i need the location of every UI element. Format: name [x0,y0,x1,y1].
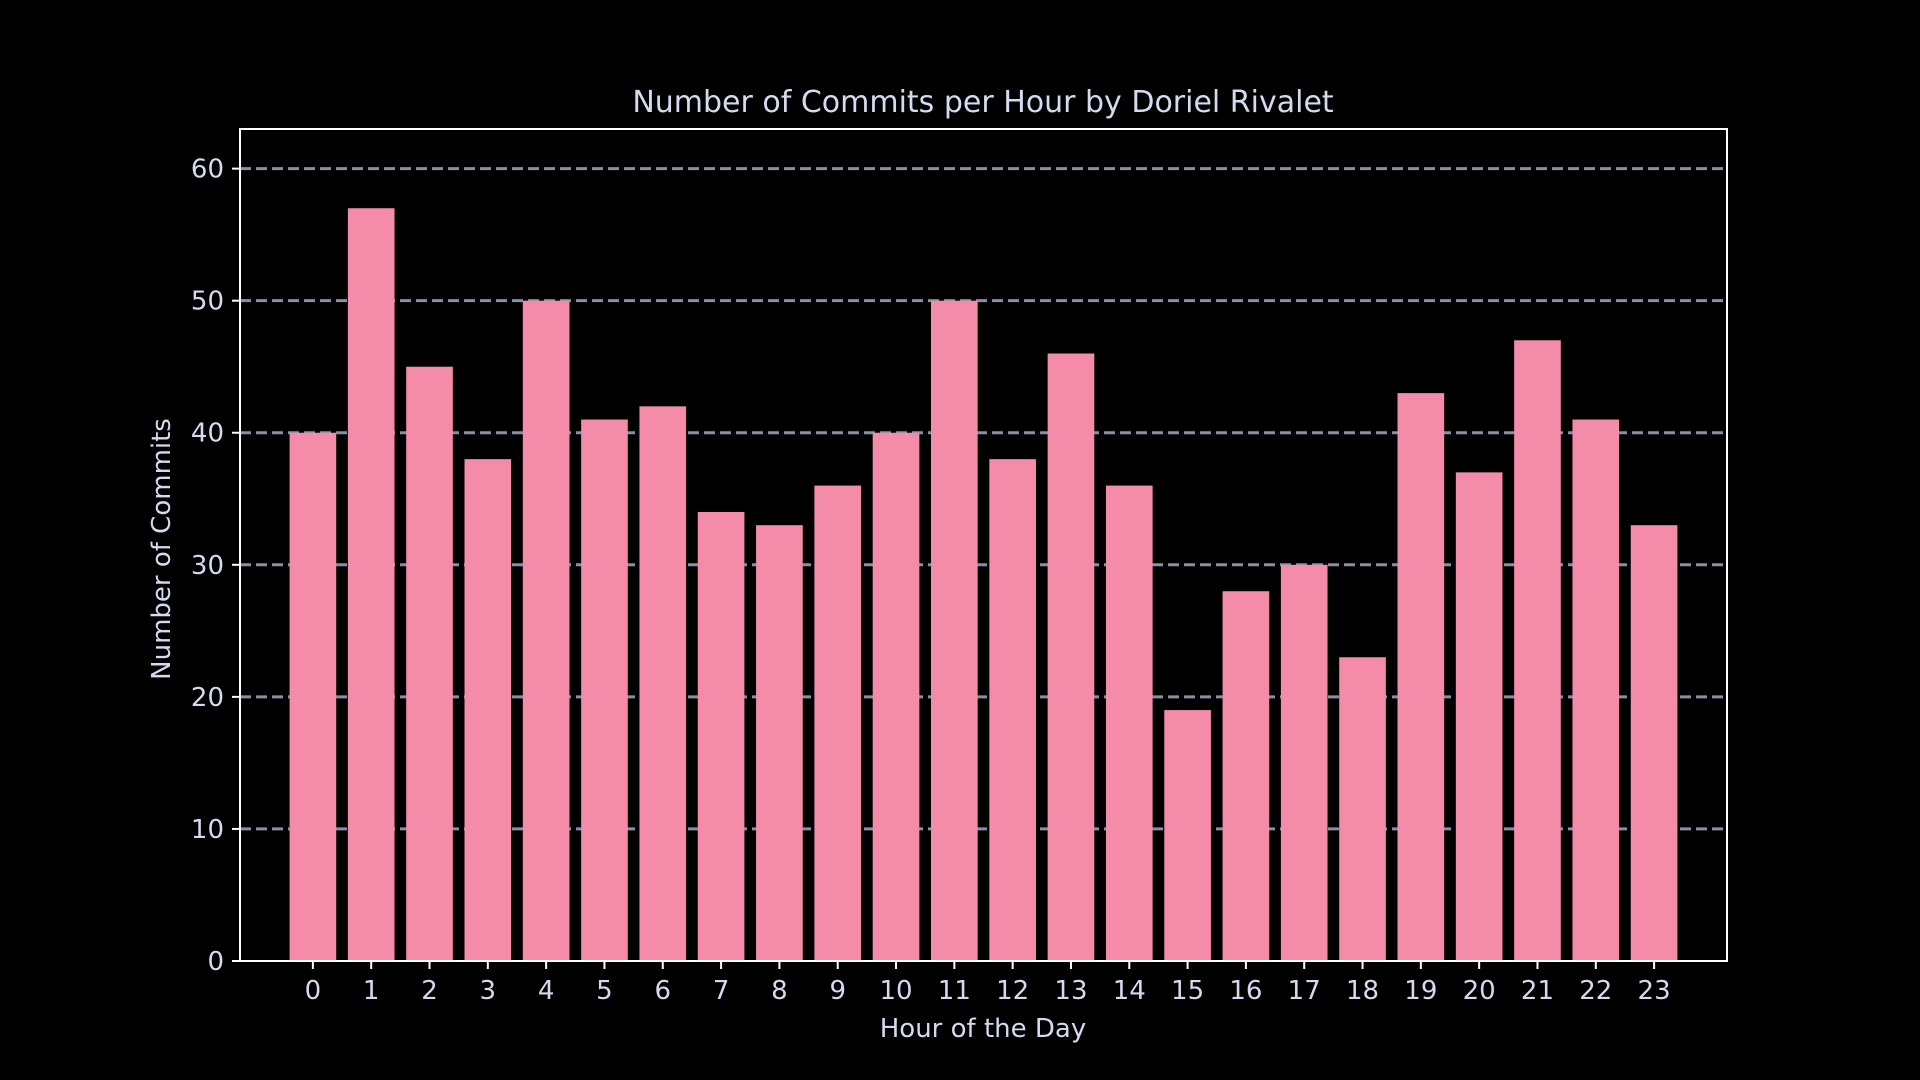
chart-title: Number of Commits per Hour by Doriel Riv… [632,85,1334,120]
x-tick-label: 2 [421,976,438,1006]
bar [814,485,862,961]
bar [1572,419,1620,961]
x-tick-label: 13 [1054,976,1087,1006]
x-tick-label: 9 [829,976,846,1006]
bar [464,459,512,961]
x-axis-label: Hour of the Day [880,1014,1087,1044]
bar [1222,591,1270,961]
bar [1455,472,1503,961]
bar [989,459,1036,961]
x-tick-label: 14 [1113,976,1146,1006]
x-tick-label: 8 [771,976,788,1006]
bar [1339,657,1386,961]
bar [1280,564,1328,961]
x-tick-label: 4 [538,976,555,1006]
x-tick-label: 22 [1579,976,1612,1006]
bar [931,300,978,962]
x-tick-label: 6 [655,976,672,1006]
bar [697,511,745,961]
y-tick-label: 30 [191,551,224,581]
x-tick-label: 19 [1404,976,1437,1006]
bar [1514,340,1561,961]
bar [406,366,453,961]
y-axis-ticks: 0 10 20 30 40 50 60 [191,155,240,977]
bar [1047,353,1095,961]
bar [1397,393,1445,962]
x-tick-label: 20 [1463,976,1496,1006]
x-tick-label: 0 [305,976,322,1006]
x-tick-label: 1 [363,976,380,1006]
bar [1105,485,1153,961]
y-tick-label: 60 [191,155,224,185]
x-tick-label: 21 [1521,976,1554,1006]
bar [289,432,337,961]
x-tick-label: 11 [938,976,971,1006]
x-tick-label: 23 [1638,976,1671,1006]
bar [1164,710,1211,961]
x-tick-label: 12 [996,976,1029,1006]
x-tick-label: 18 [1346,976,1379,1006]
bars [289,208,1678,962]
x-axis-ticks: 0 1 2 3 4 5 6 7 8 9 10 11 12 13 14 15 16 17 18 19 20 21 22 23 [305,961,1671,1006]
bar [639,406,687,961]
y-tick-label: 10 [191,815,224,845]
x-tick-label: 7 [713,976,730,1006]
bar [522,300,570,962]
bar [581,419,628,961]
bar [1630,525,1678,961]
y-tick-label: 50 [191,287,224,317]
y-tick-label: 40 [191,419,224,449]
x-tick-label: 17 [1288,976,1321,1006]
x-tick-label: 15 [1171,976,1204,1006]
x-tick-label: 5 [596,976,613,1006]
y-tick-label: 0 [207,947,224,977]
bar [756,525,803,961]
x-tick-label: 10 [879,976,912,1006]
y-axis-label: Number of Commits [147,418,177,680]
bar [872,432,920,961]
x-tick-label: 16 [1229,976,1262,1006]
y-tick-label: 20 [191,683,224,713]
plot-frame [239,128,1728,962]
bar [347,208,395,961]
x-tick-label: 3 [480,976,497,1006]
